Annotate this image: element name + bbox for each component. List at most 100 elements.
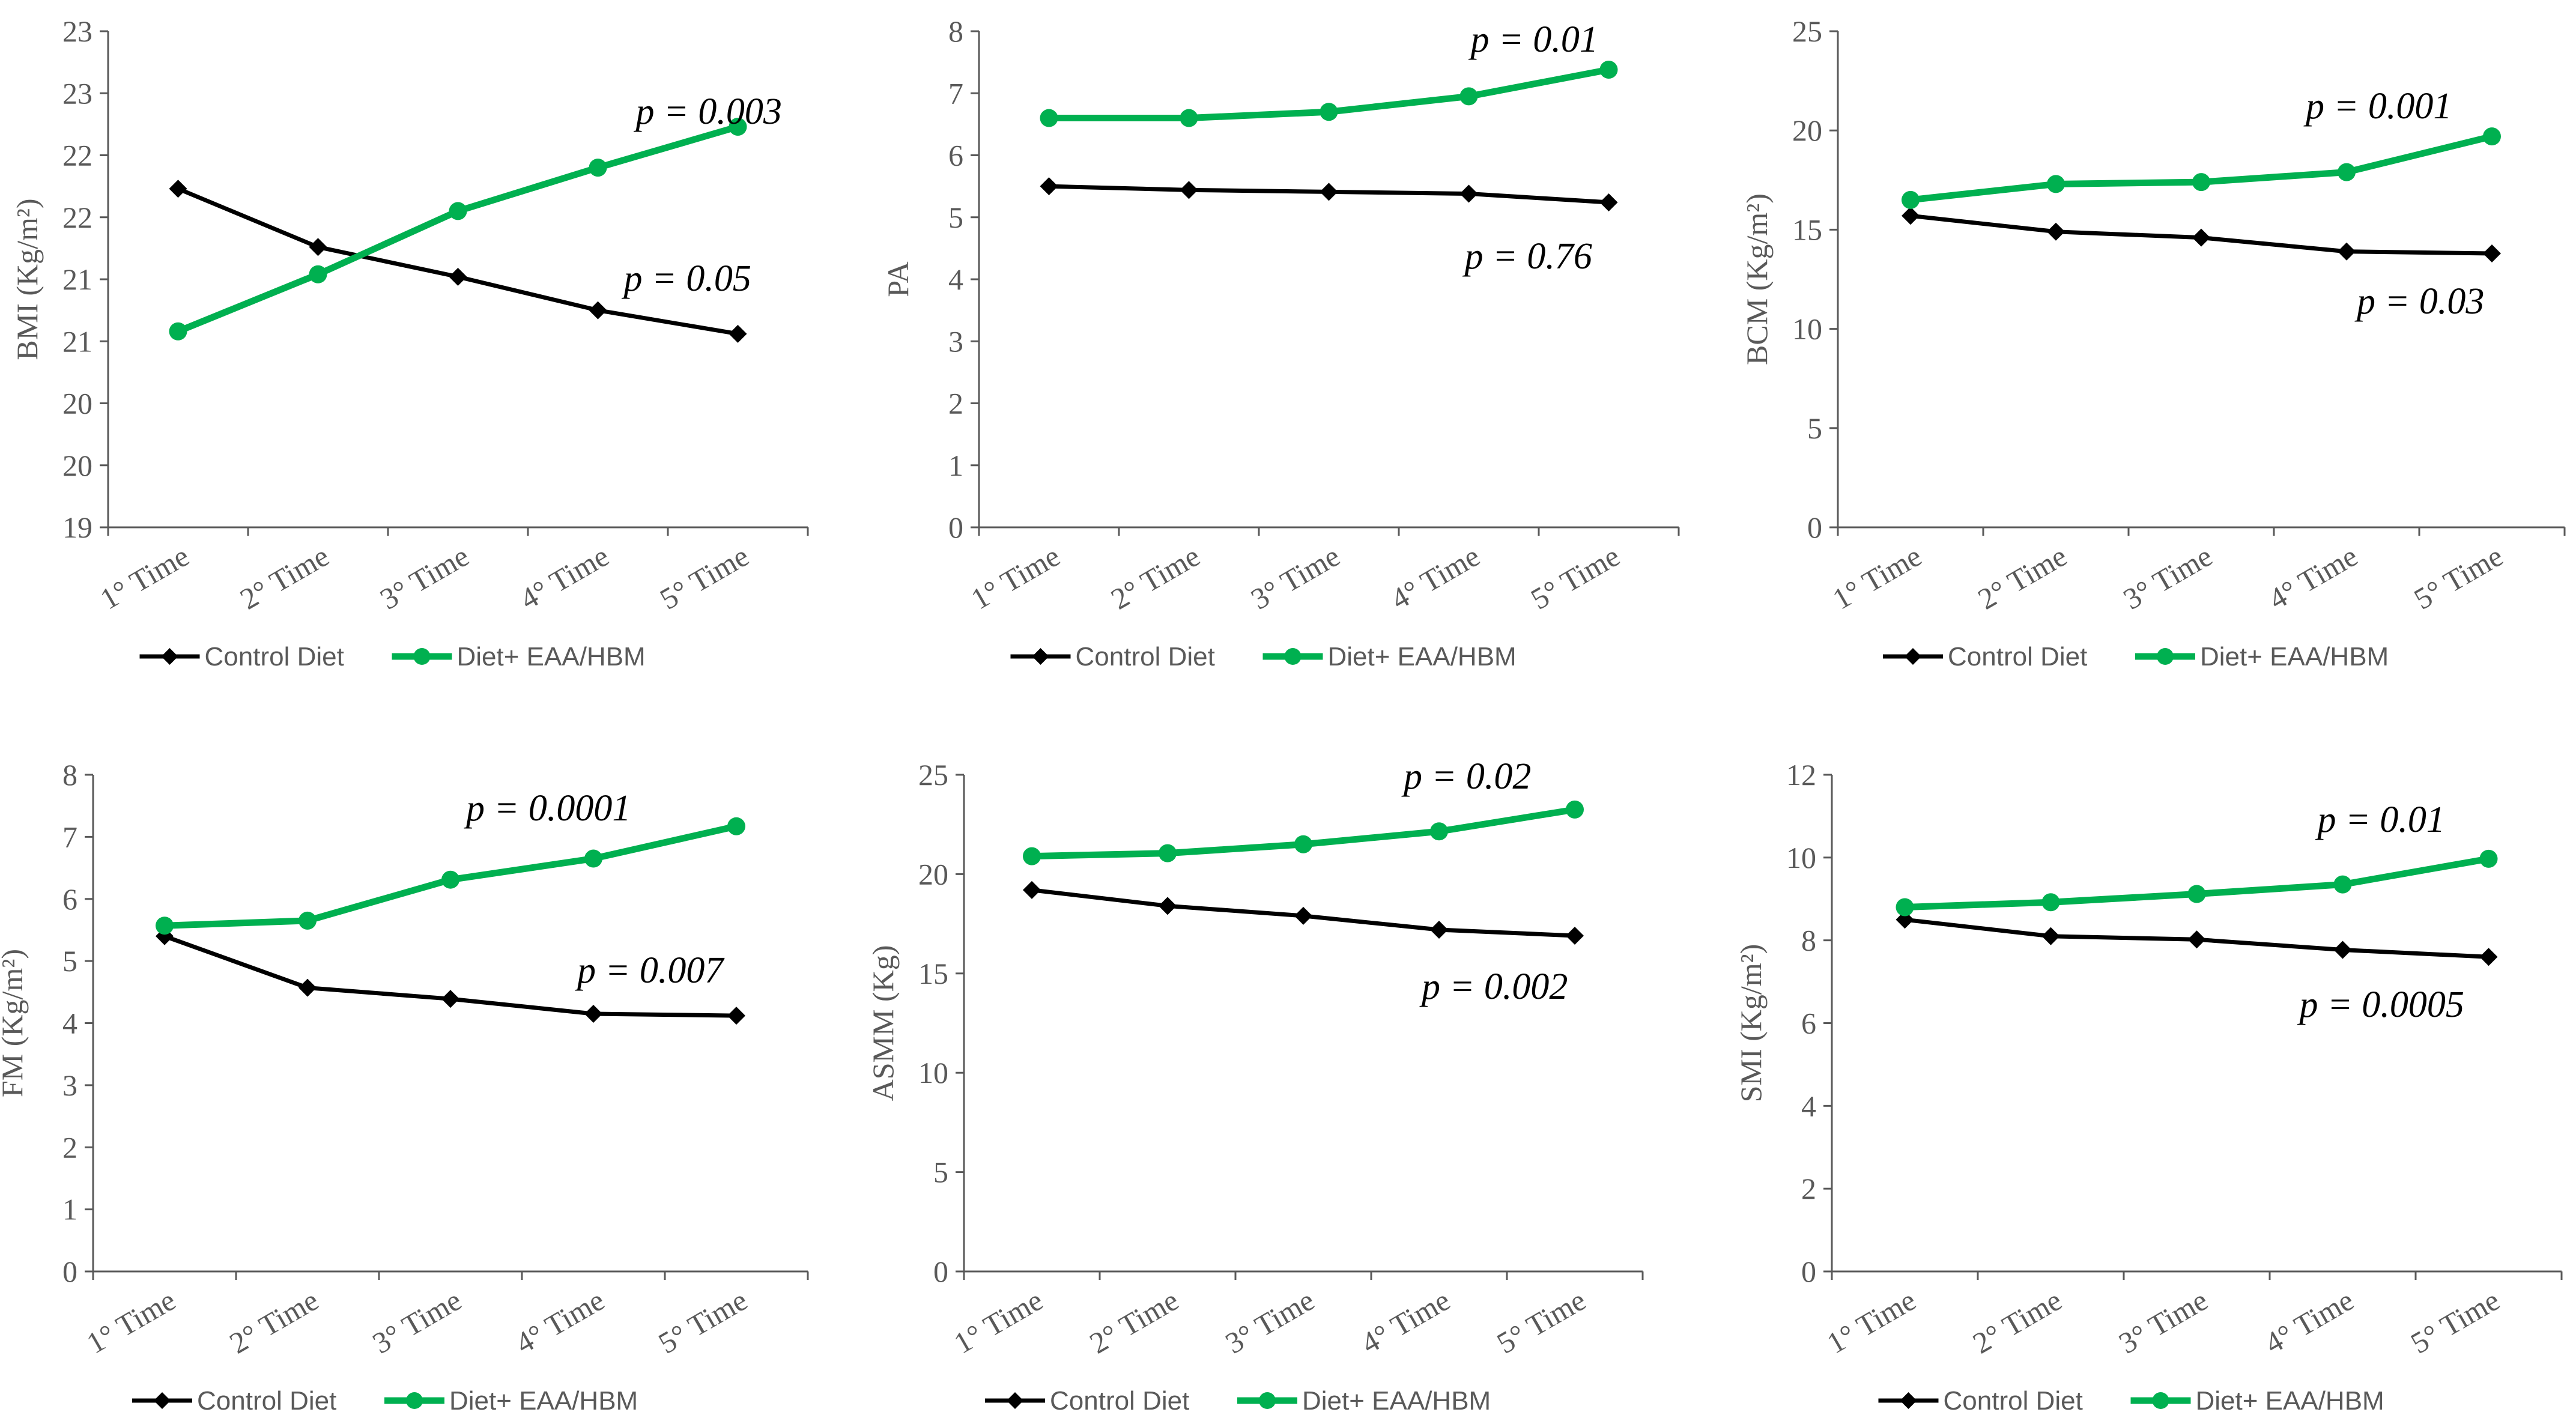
data-point-marker xyxy=(169,180,187,198)
legend: Control Diet Diet+ EAA/HBM xyxy=(985,1386,1491,1416)
y-tick-label: 7 xyxy=(62,820,77,853)
x-tick-label: 5° Time xyxy=(1491,1283,1592,1360)
y-tick-label: 23 xyxy=(62,76,92,110)
data-point-marker xyxy=(1896,898,1914,917)
chart-bmi: 19 20 20 21 21 22 22 23 23 1° Time 2° Time 3° Time 4… xyxy=(10,14,809,671)
y-tick-label: 3 xyxy=(948,324,963,358)
legend-treatment-label: Diet+ EAA/HBM xyxy=(457,642,646,671)
data-point-marker xyxy=(589,159,607,177)
y-tick-label: 10 xyxy=(1786,841,1816,874)
data-point-marker xyxy=(1566,926,1584,945)
legend-treatment-marker xyxy=(406,1392,423,1409)
series-control-diet xyxy=(1040,177,1618,211)
data-point-marker xyxy=(1902,190,1920,209)
y-tick-label: 22 xyxy=(62,139,92,172)
y-tick-label: 15 xyxy=(918,957,948,990)
chart-fm: 0 1 2 3 4 5 6 7 8 1° Time 2° Time 3° Time 4° Time 5° … xyxy=(0,758,809,1416)
legend-treatment-label: Diet+ EAA/HBM xyxy=(2196,1386,2384,1416)
data-point-marker xyxy=(1459,87,1478,106)
series-diet-eaa-hbm xyxy=(1040,61,1618,127)
data-point-marker xyxy=(1040,109,1058,127)
y-tick-label: 19 xyxy=(62,511,92,544)
series-diet-eaa-hbm xyxy=(169,118,747,341)
p-value-annotation: p = 0.03 xyxy=(2354,281,2484,322)
y-axis-title: FM (Kg/m²) xyxy=(0,949,29,1097)
data-point-marker xyxy=(589,301,607,320)
x-tick-label: 3° Time xyxy=(367,1283,467,1360)
y-tick-label: 15 xyxy=(1792,213,1822,246)
p-value-annotation: p = 0.02 xyxy=(1401,756,1531,797)
data-point-marker xyxy=(1320,183,1338,201)
y-tick-label: 5 xyxy=(1807,411,1822,445)
p-value-annotation: p = 0.003 xyxy=(634,91,782,132)
p-value-annotation: p = 0.01 xyxy=(2315,799,2445,840)
x-tick-label: 4° Time xyxy=(1356,1283,1456,1360)
y-tick-label: 21 xyxy=(62,324,92,358)
data-point-marker xyxy=(299,911,317,930)
y-tick-label: 0 xyxy=(62,1255,77,1288)
data-point-marker xyxy=(2192,173,2210,192)
legend-control-marker xyxy=(1905,648,1921,665)
legend-control-label: Control Diet xyxy=(1076,642,1215,671)
legend: Control Diet Diet+ EAA/HBM xyxy=(139,642,646,671)
data-point-marker xyxy=(449,267,467,286)
x-tick-label: 5° Time xyxy=(654,539,754,616)
data-point-marker xyxy=(1023,847,1041,865)
x-tick-label: 3° Time xyxy=(1245,539,1345,616)
series-diet-eaa-hbm xyxy=(1023,800,1584,865)
x-tick-label: 4° Time xyxy=(2259,1283,2359,1360)
series-diet-eaa-hbm xyxy=(1902,127,2501,209)
data-point-marker xyxy=(1896,910,1914,929)
y-tick-label: 12 xyxy=(1786,758,1816,792)
data-point-marker xyxy=(2333,875,2352,894)
series-diet-eaa-hbm xyxy=(156,817,745,935)
y-tick-label: 20 xyxy=(62,387,92,420)
x-tick-label: 5° Time xyxy=(653,1283,753,1360)
y-tick-label: 4 xyxy=(1801,1089,1816,1123)
legend-control-label: Control Diet xyxy=(197,1386,336,1416)
y-tick-label: 20 xyxy=(62,449,92,482)
data-point-marker xyxy=(2338,163,2356,181)
y-tick-label: 10 xyxy=(1792,312,1822,346)
data-point-marker xyxy=(1430,921,1448,939)
legend-treatment-label: Diet+ EAA/HBM xyxy=(449,1386,638,1416)
data-point-marker xyxy=(169,322,187,341)
y-tick-label: 3 xyxy=(62,1068,77,1102)
y-tick-label: 22 xyxy=(62,201,92,234)
x-tick-label: 2° Time xyxy=(1967,1283,2067,1360)
y-tick-label: 25 xyxy=(918,758,948,792)
series-control-diet xyxy=(1896,910,2498,966)
data-point-marker xyxy=(1180,109,1198,127)
legend-treatment-marker xyxy=(2157,648,2174,665)
y-axis-title: BMI (Kg/m²) xyxy=(10,198,44,360)
data-point-marker xyxy=(2041,927,2060,945)
data-point-marker xyxy=(1430,822,1448,841)
y-axis-title: ASMM (Kg) xyxy=(866,945,900,1101)
y-tick-label: 7 xyxy=(948,76,963,110)
legend-control-marker xyxy=(1032,648,1049,665)
y-axis-title: SMI (Kg/m²) xyxy=(1734,944,1768,1103)
series-control-diet xyxy=(1023,880,1584,945)
data-point-marker xyxy=(729,324,747,343)
data-point-marker xyxy=(1023,880,1041,899)
y-tick-label: 2 xyxy=(62,1130,77,1164)
legend-treatment-marker xyxy=(2152,1392,2169,1409)
legend: Control Diet Diet+ EAA/HBM xyxy=(1010,642,1517,671)
x-tick-label: 1° Time xyxy=(81,1283,181,1360)
legend-control-label: Control Diet xyxy=(205,642,344,671)
x-tick-label: 2° Time xyxy=(224,1283,324,1360)
series-control-diet xyxy=(1902,207,2501,263)
data-point-marker xyxy=(1294,835,1312,853)
y-tick-label: 25 xyxy=(1792,14,1822,48)
y-tick-label: 5 xyxy=(933,1156,948,1189)
y-tick-label: 20 xyxy=(1792,114,1822,147)
legend-control-label: Control Diet xyxy=(1050,1386,1189,1416)
y-tick-label: 5 xyxy=(62,944,77,978)
y-tick-label: 6 xyxy=(62,882,77,916)
data-point-marker xyxy=(2338,242,2356,261)
data-point-marker xyxy=(1459,184,1478,203)
p-value-annotation: p = 0.76 xyxy=(1462,236,1592,277)
data-point-marker xyxy=(584,849,602,868)
data-point-marker xyxy=(2047,222,2065,241)
